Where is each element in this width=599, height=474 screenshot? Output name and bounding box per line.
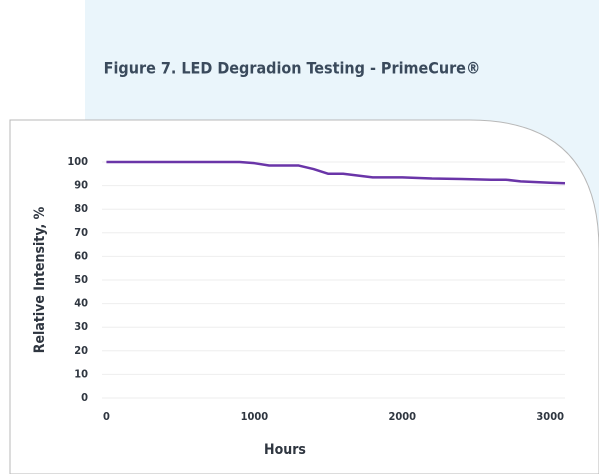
y-tick-label: 30 [74,320,88,333]
data-line [106,160,566,185]
y-tick-label: 80 [74,202,88,215]
x-tick-label: 2000 [389,410,417,423]
chart-card [9,119,599,474]
y-tick-label: 60 [74,249,88,262]
y-tick-label: 40 [74,297,88,310]
y-tick-label: 100 [67,155,88,168]
x-tick-label: 3000 [536,410,564,423]
y-axis-label: Relative Intensity, % [32,206,48,353]
y-tick-label: 90 [74,179,88,192]
y-tick-label: 50 [74,273,88,286]
y-tick-label: 20 [74,344,88,357]
x-tick-label: 1000 [241,410,269,423]
x-axis-label: Hours [264,442,306,458]
y-tick-label: 0 [81,391,88,404]
y-tick-label: 10 [74,367,88,380]
x-tick-label: 0 [103,410,110,423]
y-tick-label: 70 [74,226,88,239]
chart-title: Figure 7. LED Degradion Testing - PrimeC… [104,59,481,78]
